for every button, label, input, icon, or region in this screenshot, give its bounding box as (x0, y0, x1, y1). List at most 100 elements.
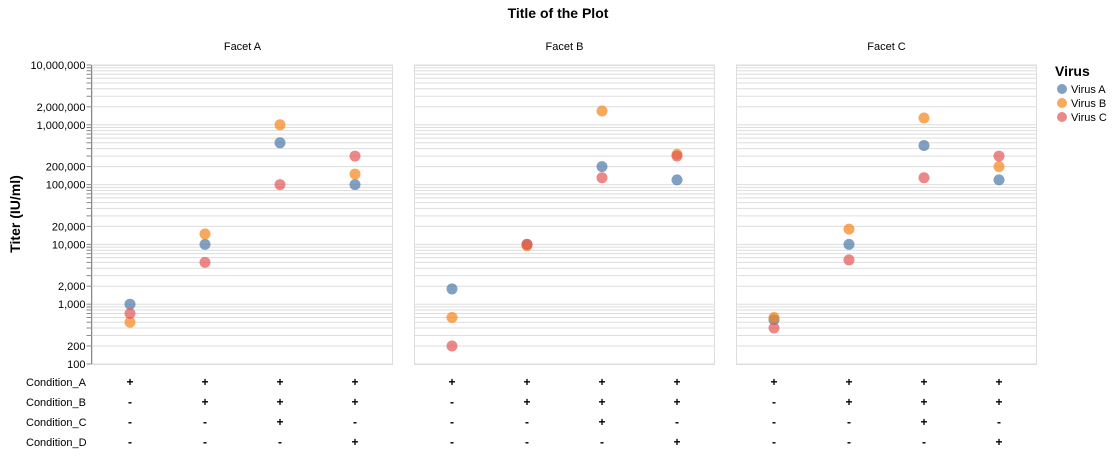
data-point-virus-a (124, 298, 136, 310)
condition-mark: - (600, 435, 604, 449)
condition-mark: + (920, 415, 927, 429)
condition-mark: + (351, 375, 358, 389)
data-point-virus-a (199, 238, 211, 250)
condition-mark: + (920, 395, 927, 409)
facet-frame (92, 65, 393, 365)
data-point-virus-b (199, 228, 211, 240)
condition-mark: + (276, 375, 283, 389)
condition-mark: - (203, 435, 207, 449)
data-point-virus-a (843, 238, 855, 250)
condition-mark: - (525, 415, 529, 429)
condition-mark: + (995, 375, 1002, 389)
legend: Virus Virus A Virus B Virus C (1055, 63, 1107, 124)
condition-mark: + (351, 395, 358, 409)
condition-mark: + (598, 375, 605, 389)
condition-mark: - (450, 395, 454, 409)
facet-c: Facet C (736, 41, 1037, 365)
data-point-virus-b (843, 223, 855, 235)
y-axis-title: Titer (IU/ml) (7, 175, 23, 253)
condition-mark: - (450, 435, 454, 449)
condition-mark: + (351, 435, 358, 449)
condition-mark: + (276, 395, 283, 409)
y-tick-label: 200,000 (46, 162, 86, 174)
condition-mark: - (772, 435, 776, 449)
condition-mark: + (448, 375, 455, 389)
data-point-virus-b (349, 168, 361, 180)
y-tick-label: 10,000 (52, 239, 86, 251)
data-point-virus-c (199, 256, 211, 268)
data-point-virus-b (768, 311, 780, 323)
data-point-virus-c (521, 238, 533, 250)
data-point-virus-c (918, 172, 930, 184)
condition-mark: - (128, 395, 132, 409)
legend-label: Virus C (1071, 112, 1107, 124)
condition-mark: + (673, 435, 680, 449)
y-tick-label: 1,000,000 (37, 120, 86, 132)
condition-mark: + (845, 375, 852, 389)
condition-label: Condition_B (26, 397, 86, 409)
condition-mark: - (128, 415, 132, 429)
data-point-virus-a (596, 161, 608, 173)
condition-mark: - (847, 415, 851, 429)
data-point-virus-b (446, 311, 458, 323)
data-point-virus-c (596, 172, 608, 184)
condition-mark: - (922, 435, 926, 449)
y-tick-label: 100,000 (46, 180, 86, 192)
condition-label: Condition_D (26, 437, 87, 449)
data-point-virus-c (124, 307, 136, 319)
condition-mark: + (995, 395, 1002, 409)
legend-swatch (1057, 112, 1067, 122)
condition-label: Condition_A (26, 377, 87, 389)
y-tick-label: 1,000 (58, 299, 86, 311)
condition-mark: - (675, 415, 679, 429)
data-point-virus-a (993, 174, 1005, 186)
facet-frame (414, 65, 715, 365)
condition-mark: + (770, 375, 777, 389)
facets: Facet A Facet B Facet C (92, 41, 1037, 365)
condition-mark: - (847, 435, 851, 449)
data-point-virus-c (446, 340, 458, 352)
data-point-virus-a (349, 179, 361, 191)
legend-swatch (1057, 98, 1067, 108)
condition-mark: + (598, 395, 605, 409)
condition-mark: + (276, 415, 283, 429)
condition-mark: - (450, 415, 454, 429)
facet-b: Facet B (414, 41, 715, 365)
legend-label: Virus A (1071, 84, 1106, 96)
legend-title: Virus (1055, 63, 1090, 79)
condition-label: Condition_C (26, 417, 87, 429)
data-point-virus-b (124, 316, 136, 328)
condition-mark: - (128, 435, 132, 449)
y-axis: 100 200 1,000 2,000 10,000 20,000 100,000 200,0… (30, 60, 92, 371)
y-tick-label: 200 (67, 341, 85, 353)
condition-mark: - (997, 415, 1001, 429)
data-point-virus-a (671, 174, 683, 186)
data-point-virus-b (993, 161, 1005, 173)
y-tick-label: 10,000,000 (30, 60, 85, 72)
condition-mark: + (201, 395, 208, 409)
condition-mark: - (353, 415, 357, 429)
data-point-virus-c (768, 322, 780, 334)
condition-mark: - (772, 415, 776, 429)
legend-label: Virus B (1071, 98, 1106, 110)
data-point-virus-b (274, 119, 286, 131)
condition-mark: + (920, 375, 927, 389)
condition-mark: - (772, 395, 776, 409)
condition-mark: + (845, 395, 852, 409)
data-point-virus-b (596, 105, 608, 117)
y-tick-label: 2,000 (58, 281, 86, 293)
condition-mark: + (673, 375, 680, 389)
condition-mark: + (201, 375, 208, 389)
facet-title: Facet A (224, 41, 262, 53)
plot-title: Title of the Plot (508, 5, 609, 21)
y-tick-label: 100 (67, 359, 85, 371)
facet-title: Facet B (546, 41, 584, 53)
data-point-virus-c (349, 150, 361, 162)
condition-mark: + (523, 395, 530, 409)
y-tick-label: 20,000 (52, 221, 86, 233)
data-point-virus-c (671, 150, 683, 162)
facet-a: Facet A (92, 41, 393, 365)
data-point-virus-c (843, 254, 855, 266)
data-point-virus-c (993, 150, 1005, 162)
